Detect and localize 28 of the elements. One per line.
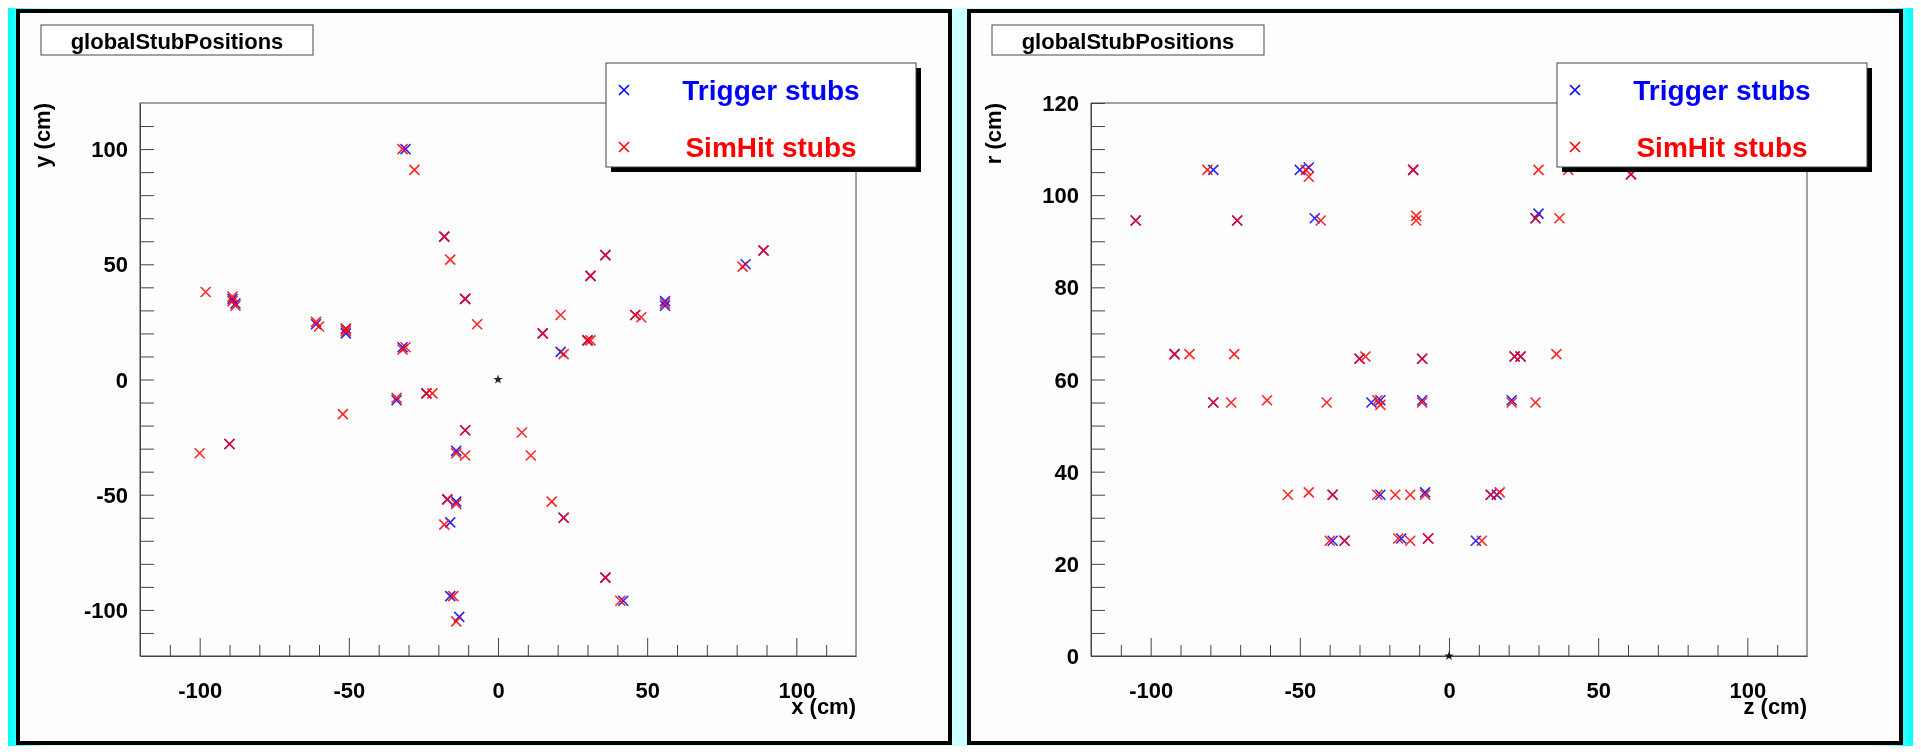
x-tick-label: 0 [492,677,505,703]
legend-label: SimHit stubs [1636,132,1808,163]
y-tick-label: 50 [103,252,128,278]
chart-title: globalStubPositions [70,29,284,54]
y-tick-label: 80 [1054,275,1079,301]
x-tick-label: -100 [178,677,223,703]
y-tick-label: 40 [1054,459,1079,485]
chart-title: globalStubPositions [1021,29,1235,54]
x-tick-label: 0 [1443,677,1456,703]
x-tick-label: 50 [635,677,660,703]
y-tick-label: 60 [1054,367,1079,393]
x-tick-label: -50 [333,677,366,703]
y-tick-label: -100 [83,597,128,623]
y-axis-title: y (cm) [30,103,55,168]
legend-label: Trigger stubs [682,75,860,106]
y-tick-label: 0 [115,367,128,393]
y-tick-label: 100 [1042,183,1079,209]
y-tick-label: 20 [1054,551,1079,577]
y-tick-label: 120 [1042,91,1079,116]
legend-label: Trigger stubs [1633,75,1811,106]
y-tick-label: 0 [1066,644,1079,669]
x-tick-label: -100 [1129,677,1174,703]
y-axis-title: r (cm) [981,103,1006,165]
y-tick-label: 100 [91,137,128,163]
legend-label: SimHit stubs [685,132,857,163]
x-tick-label: 50 [1586,677,1611,703]
y-tick-label: -50 [96,482,128,508]
x-tick-label: -50 [1284,677,1317,703]
